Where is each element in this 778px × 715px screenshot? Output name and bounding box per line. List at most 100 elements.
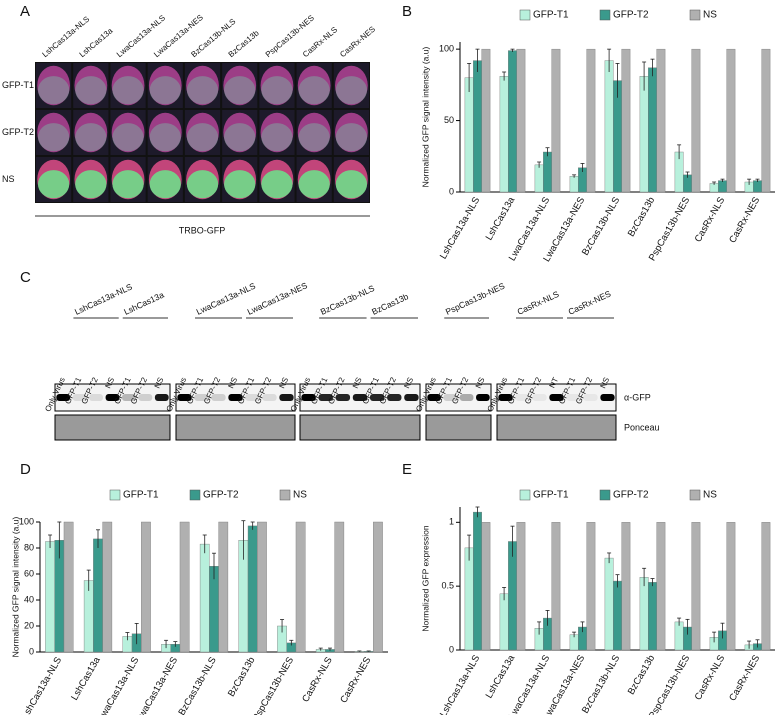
- leaf: [296, 110, 332, 155]
- x-tick-label: LshCas13a: [484, 195, 518, 243]
- bar: [753, 180, 762, 193]
- lane-label: NT: [548, 376, 561, 390]
- y-tick-label: 40: [24, 594, 34, 604]
- bar: [473, 60, 482, 193]
- panel-label: D: [20, 461, 31, 478]
- bar: [604, 60, 614, 193]
- y-tick-label: 50: [444, 115, 454, 125]
- panel-label: B: [402, 3, 412, 20]
- ponceau-box: [54, 414, 171, 441]
- leaf: [73, 157, 109, 202]
- leaf-caption: TRBO-GFP: [179, 225, 226, 235]
- y-tick-label: 20: [24, 620, 34, 630]
- bar: [481, 522, 491, 651]
- lane-label: NS: [402, 376, 415, 390]
- blot-band: [404, 394, 419, 401]
- legend-label: NS: [293, 490, 307, 501]
- bar: [516, 522, 526, 651]
- leaf-bottom: [186, 76, 219, 105]
- leaf: [147, 157, 183, 202]
- leaf-bottom: [37, 170, 70, 199]
- legend-swatch: [519, 489, 531, 501]
- legend-swatch: [279, 489, 291, 501]
- bar: [569, 176, 579, 193]
- leaf-bottom: [112, 123, 144, 152]
- blot-band: [279, 394, 294, 401]
- bar: [247, 525, 258, 653]
- construct-label: BzCas13b-NLS: [319, 283, 377, 317]
- legend-swatch: [519, 9, 531, 21]
- leaf: [36, 157, 72, 202]
- x-tick-label: BzCas13b: [626, 653, 657, 696]
- lane-label: NS: [474, 376, 487, 390]
- blot-band: [262, 394, 277, 401]
- legend-swatch: [689, 489, 701, 501]
- blot-band: [549, 394, 564, 401]
- leaf: [222, 110, 258, 155]
- blot-band: [600, 394, 615, 401]
- bar: [551, 48, 561, 193]
- leaf-bottom: [298, 123, 330, 152]
- y-tick-label: 100: [19, 516, 34, 526]
- leaf-bottom: [261, 170, 293, 199]
- bar: [656, 48, 666, 193]
- leaf-bottom: [37, 123, 70, 152]
- leaf: [110, 110, 146, 155]
- leaf-bottom: [75, 170, 107, 199]
- bar: [718, 180, 727, 193]
- blot-band: [138, 394, 153, 401]
- leaf: [147, 110, 183, 155]
- blot-band: [318, 394, 333, 401]
- legend-label: GFP-T1: [533, 10, 569, 21]
- lane-label: NS: [153, 376, 166, 390]
- bar: [508, 541, 517, 651]
- leaf-bottom: [112, 76, 144, 105]
- leaf: [333, 63, 369, 108]
- legend-label: GFP-T2: [613, 10, 649, 21]
- leaf: [36, 110, 72, 155]
- blot-band: [245, 394, 260, 401]
- bar: [621, 522, 631, 651]
- legend-label: GFP-T1: [123, 490, 159, 501]
- bar: [691, 522, 701, 651]
- bar: [586, 522, 596, 651]
- leaf-bottom: [335, 170, 368, 199]
- bar: [648, 582, 657, 651]
- leaf: [296, 63, 332, 108]
- bar: [604, 557, 614, 651]
- ponceau-box: [175, 414, 296, 441]
- leaf-column-label: LshCas13a: [78, 26, 115, 59]
- leaf-bottom: [75, 123, 107, 152]
- blot-band: [566, 394, 581, 401]
- bar: [674, 621, 684, 651]
- panel-label: C: [20, 269, 31, 286]
- leaf: [184, 110, 221, 155]
- legend-swatch: [189, 489, 201, 501]
- bar: [613, 580, 622, 651]
- blot-band: [352, 394, 368, 401]
- leaf-column-label: CasRx-NES: [338, 25, 377, 60]
- blot-band: [154, 394, 169, 401]
- blot-label: α-GFP: [624, 392, 651, 402]
- lane-label: NS: [277, 376, 290, 390]
- blot-band: [369, 394, 385, 401]
- x-tick-label: CasRx-NES: [727, 653, 762, 703]
- leaf-bottom: [261, 123, 293, 152]
- leaf-row-label: NS: [2, 174, 15, 184]
- bar: [218, 521, 229, 653]
- x-tick-label: LshCas13a: [69, 655, 103, 703]
- bar: [691, 48, 701, 193]
- bar: [83, 580, 94, 653]
- x-tick-label: CasRx-NLS: [693, 195, 728, 244]
- bar: [464, 77, 474, 193]
- bar: [45, 541, 55, 653]
- bar: [639, 577, 649, 651]
- x-tick-label: LshCas13a-NLS: [20, 655, 64, 715]
- leaf-bottom: [335, 123, 368, 152]
- y-axis-label: Normalized GFP expression: [420, 525, 430, 631]
- blot-label: Ponceau: [624, 422, 660, 432]
- leaf: [147, 63, 183, 108]
- construct-label: PspCas13b-NES: [444, 280, 507, 316]
- leaf-bottom: [186, 170, 219, 199]
